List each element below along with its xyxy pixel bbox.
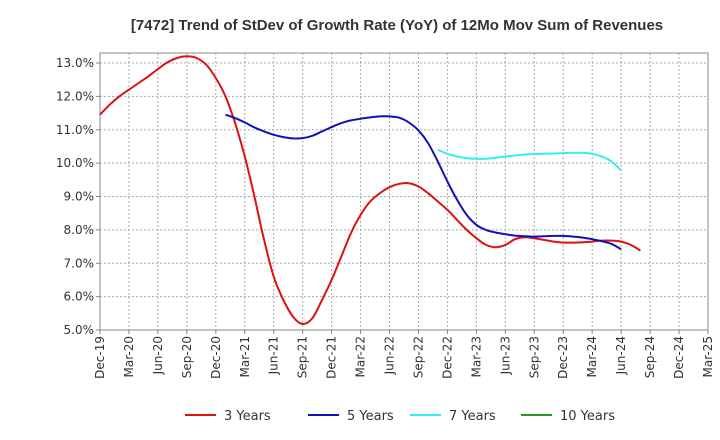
y-tick-label: 12.0%: [56, 89, 94, 103]
x-tick-label: Jun-24: [614, 336, 628, 375]
axes: 5.0% 6.0% 7.0% 8.0% 9.0% 10.0% 11.0% 12.0% 13.0%…: [56, 52, 715, 379]
legend-label-7-years: 7 Years: [449, 409, 496, 424]
legend-label-5-years: 5 Years: [347, 409, 394, 424]
x-tick-label: Sep-22: [411, 336, 425, 378]
x-tick-label: Sep-23: [527, 336, 541, 378]
legend: 3 Years 5 Years 7 Years 10 Years: [185, 409, 615, 424]
legend-label-10-years: 10 Years: [560, 409, 615, 424]
series-line-7-years: [437, 148, 622, 172]
x-tick-label: Jun-23: [498, 336, 512, 375]
x-tick-label: Dec-20: [209, 336, 223, 379]
x-tick-label: Mar-25: [701, 336, 715, 377]
x-tick-label: Mar-20: [122, 336, 136, 377]
y-tick-label: 5.0%: [64, 323, 95, 337]
series-line-5-years: [225, 113, 622, 251]
x-tick-label: Dec-22: [440, 336, 454, 379]
x-tick-label: Dec-24: [672, 336, 686, 379]
x-tick-label: Dec-23: [556, 336, 570, 379]
x-tick-label: Sep-21: [296, 336, 310, 378]
x-tick-label: Jun-22: [383, 336, 397, 375]
y-tick-label: 11.0%: [56, 123, 94, 137]
x-tick-label: Jun-21: [267, 336, 281, 375]
series-lines: [99, 55, 641, 326]
y-tick-label: 8.0%: [64, 223, 95, 237]
x-tick-label: Sep-24: [643, 336, 657, 378]
y-tick-label: 7.0%: [64, 256, 95, 270]
x-tick-label: Jun-20: [151, 336, 165, 375]
y-tick-label: 10.0%: [56, 156, 94, 170]
series-line-3-years: [99, 55, 641, 326]
x-tick-label: Mar-21: [238, 336, 252, 377]
grid: [99, 53, 709, 331]
chart-title: [7472] Trend of StDev of Growth Rate (Yo…: [131, 17, 663, 34]
x-tick-label: Dec-21: [325, 336, 339, 379]
y-tick-label: 9.0%: [64, 190, 95, 204]
y-tick-label: 6.0%: [64, 290, 95, 304]
x-tick-label: Mar-23: [469, 336, 483, 377]
x-tick-label: Mar-24: [585, 336, 599, 377]
y-tick-label: 13.0%: [56, 56, 94, 70]
x-tick-label: Mar-22: [354, 336, 368, 377]
x-tick-label: Dec-19: [93, 336, 107, 379]
x-tick-label: Sep-20: [180, 336, 194, 378]
legend-label-3-years: 3 Years: [224, 409, 271, 424]
plot-area: [99, 52, 709, 331]
